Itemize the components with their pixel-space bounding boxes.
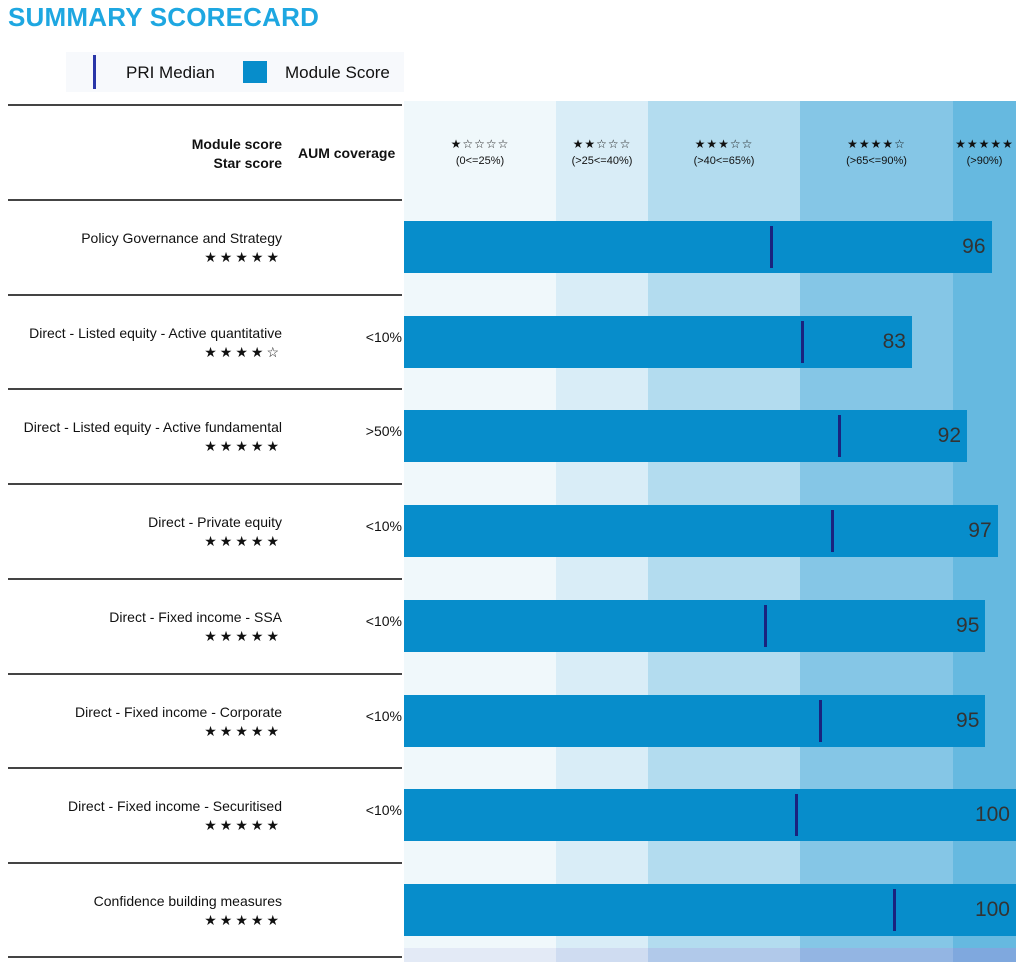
module-star-rating: ★★★★★ — [204, 723, 282, 739]
module-star-rating: ★★★★★ — [204, 249, 282, 265]
module-label: Direct - Listed equity - Active quantita… — [29, 325, 282, 341]
band-stars-label: ★☆☆☆☆ — [450, 137, 510, 151]
aum-coverage-value: <10% — [365, 329, 402, 345]
module-label: Direct - Private equity — [148, 514, 282, 530]
module-score-value: 95 — [956, 709, 980, 732]
band-range-label: (>25<=40%) — [571, 155, 633, 167]
band-stars-label: ★★☆☆☆ — [572, 137, 632, 151]
module-score-value: 83 — [882, 330, 906, 353]
module-label: Direct - Listed equity - Active fundamen… — [23, 419, 282, 435]
module-score-bar — [404, 505, 998, 557]
row-divider — [8, 578, 402, 580]
row-divider — [8, 294, 402, 296]
module-score-value: 97 — [968, 519, 992, 542]
band-range-label: (>40<=65%) — [693, 155, 755, 167]
band-stars-label: ★★★★★ — [955, 137, 1014, 151]
row-divider — [8, 483, 402, 485]
module-star-rating: ★★★★★ — [204, 912, 282, 928]
band-footer — [648, 948, 800, 962]
module-score-value: 92 — [937, 424, 962, 447]
header-module-star: Module score Star score — [192, 135, 282, 173]
pri-median-marker — [819, 700, 823, 742]
band-range-label: (>65<=90%) — [846, 155, 907, 167]
row-divider — [8, 767, 402, 769]
row-divider — [8, 199, 402, 201]
row-divider — [8, 862, 402, 864]
aum-coverage-value: <10% — [365, 802, 402, 818]
module-star-rating: ★★★★☆ — [204, 344, 282, 360]
module-score-bar — [404, 695, 986, 747]
module-star-rating: ★★★★★ — [204, 438, 282, 454]
module-score-bar — [404, 600, 986, 652]
pri-median-marker — [764, 605, 768, 647]
header-module-score: Module score — [191, 136, 282, 152]
module-score-bar — [404, 221, 992, 273]
pri-median-marker — [800, 321, 804, 363]
page-title: SUMMARY SCORECARD — [8, 2, 320, 32]
band-footer — [556, 948, 648, 962]
module-label: Direct - Fixed income - SSA — [109, 609, 282, 625]
module-score-bar — [404, 884, 1016, 936]
module-label: Direct - Fixed income - Securitised — [68, 798, 282, 814]
aum-coverage-value: <10% — [365, 613, 402, 629]
band-range-label: (>90%) — [966, 155, 1003, 167]
pri-median-marker — [831, 510, 835, 552]
header-star-score: Star score — [213, 155, 282, 171]
band-footer — [800, 948, 953, 962]
module-label: Confidence building measures — [93, 893, 282, 909]
row-divider — [8, 673, 402, 675]
legend-score-label: Module Score — [285, 63, 390, 82]
chart-legend: PRI Median Module Score — [66, 52, 404, 92]
legend-median-label: PRI Median — [126, 63, 215, 82]
band-range-label: (0<=25%) — [455, 155, 505, 167]
module-score-bar — [404, 789, 1016, 841]
pri-median-marker — [770, 226, 774, 268]
module-star-rating: ★★★★★ — [204, 628, 282, 644]
row-divider — [8, 956, 402, 958]
module-score-value: 100 — [974, 803, 1010, 826]
header-aum-coverage: AUM coverage — [298, 145, 396, 161]
band-footer — [953, 948, 1016, 962]
module-score-value: 100 — [974, 898, 1010, 921]
module-star-rating: ★★★★★ — [204, 533, 282, 549]
pri-median-marker — [892, 889, 896, 931]
aum-coverage-value: >50% — [365, 423, 402, 439]
legend-score-swatch — [243, 61, 267, 83]
module-score-bar — [404, 410, 968, 462]
module-star-rating: ★★★★★ — [204, 817, 282, 833]
pri-median-marker — [837, 415, 841, 457]
module-score-value: 95 — [956, 614, 980, 637]
band-stars-label: ★★★☆☆ — [694, 137, 754, 151]
module-score-bar — [404, 316, 912, 368]
aum-coverage-value: <10% — [365, 518, 402, 534]
module-score-value: 96 — [962, 235, 986, 258]
module-label: Direct - Fixed income - Corporate — [75, 704, 282, 720]
module-label: Policy Governance and Strategy — [81, 230, 282, 246]
aum-coverage-value: <10% — [365, 708, 402, 724]
pri-median-marker — [794, 794, 798, 836]
row-divider — [8, 388, 402, 390]
band-footer — [404, 948, 556, 962]
legend-median-marker — [93, 55, 96, 89]
row-divider — [8, 104, 402, 106]
band-stars-label: ★★★★☆ — [847, 137, 906, 151]
